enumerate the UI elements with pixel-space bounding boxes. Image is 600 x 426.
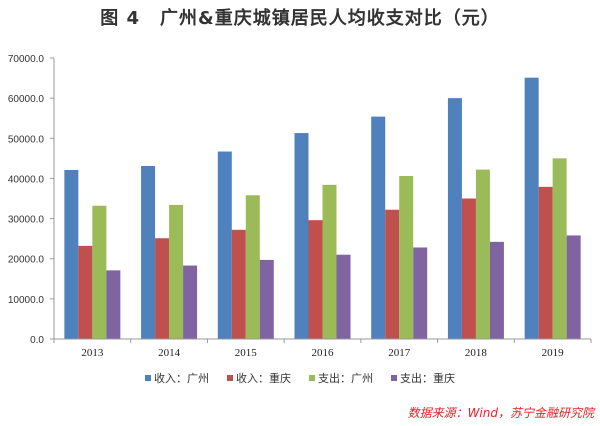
legend-swatch-icon <box>145 375 151 381</box>
x-tick-label: 2018 <box>465 347 488 359</box>
x-tick-label: 2015 <box>235 347 258 359</box>
legend-label: 支出：重庆 <box>400 372 455 385</box>
x-tick-label: 2013 <box>81 347 104 359</box>
x-tick-label: 2017 <box>388 347 411 359</box>
bar-2018-3 <box>475 169 490 339</box>
bar-2018-2 <box>461 198 476 339</box>
x-tick-label: 2014 <box>158 347 181 359</box>
bar-2013-4 <box>106 270 121 339</box>
bar-2014-3 <box>169 204 184 339</box>
bar-2019-4 <box>566 235 581 339</box>
bar-2016-1 <box>294 133 309 339</box>
bar-2014-4 <box>183 265 198 339</box>
x-axis: 2013 2014 2015 2016 2017 2018 2019 <box>53 338 592 359</box>
bar-2017-2 <box>385 209 400 339</box>
title-text: 广州&重庆城镇居民人均收支对比（元） <box>160 8 500 29</box>
legend-label: 收入：重庆 <box>236 372 291 385</box>
bar-2013-3 <box>92 205 107 339</box>
legend-swatch-icon <box>227 375 233 381</box>
bar-2015-3 <box>245 195 260 339</box>
bar-2016-2 <box>308 220 323 339</box>
y-axis: 0.0 10000.0 20000.0 30000.0 40000.0 50000.0 60… <box>8 54 55 346</box>
legend-swatch-icon <box>391 375 397 381</box>
bar-2019-2 <box>538 186 553 339</box>
bar-2013-1 <box>64 169 79 339</box>
bar-2018-4 <box>489 241 504 339</box>
legend: 收入：广州 收入：重庆 支出：广州 支出：重庆 <box>0 370 600 386</box>
y-tick-label: 10000.0 <box>8 295 45 306</box>
bar-2016-4 <box>336 254 351 339</box>
bar-2015-2 <box>231 229 246 339</box>
bar-2015-4 <box>259 259 274 339</box>
bar-2019-1 <box>524 77 539 340</box>
bar-2017-4 <box>413 247 428 339</box>
legend-label: 支出：广州 <box>318 372 373 385</box>
y-tick-label: 60000.0 <box>8 94 45 105</box>
bar-2016-3 <box>322 184 337 339</box>
x-tick-label: 2019 <box>542 347 565 359</box>
y-tick-label: 70000.0 <box>8 54 45 65</box>
legend-item: 支出：重庆 <box>391 370 455 386</box>
bar-2018-1 <box>447 98 462 340</box>
bar-2015-1 <box>217 151 232 339</box>
bar-2017-3 <box>399 176 414 339</box>
bar-2014-1 <box>141 165 156 339</box>
x-tick-label: 2016 <box>312 347 335 359</box>
legend-swatch-icon <box>309 375 315 381</box>
y-tick-label: 40000.0 <box>8 174 45 185</box>
legend-item: 收入：重庆 <box>227 370 291 386</box>
y-tick-label: 20000.0 <box>8 255 45 266</box>
y-tick-label: 0.0 <box>30 335 44 346</box>
y-tick-label: 50000.0 <box>8 134 45 145</box>
chart-title: 图 4 广州&重庆城镇居民人均收支对比（元） <box>0 4 600 30</box>
bar-2014-2 <box>155 238 170 339</box>
bar-2013-2 <box>78 245 93 339</box>
figure-label: 图 4 <box>100 8 141 29</box>
bar-2019-3 <box>552 158 567 339</box>
y-tick-label: 30000.0 <box>8 215 45 226</box>
legend-item: 支出：广州 <box>309 370 373 386</box>
legend-label: 收入：广州 <box>154 372 209 385</box>
bar-2017-1 <box>371 116 386 339</box>
data-source: 数据来源：Wind，苏宁金融研究院 <box>407 406 594 420</box>
bars <box>64 77 581 340</box>
legend-item: 收入：广州 <box>145 370 209 386</box>
